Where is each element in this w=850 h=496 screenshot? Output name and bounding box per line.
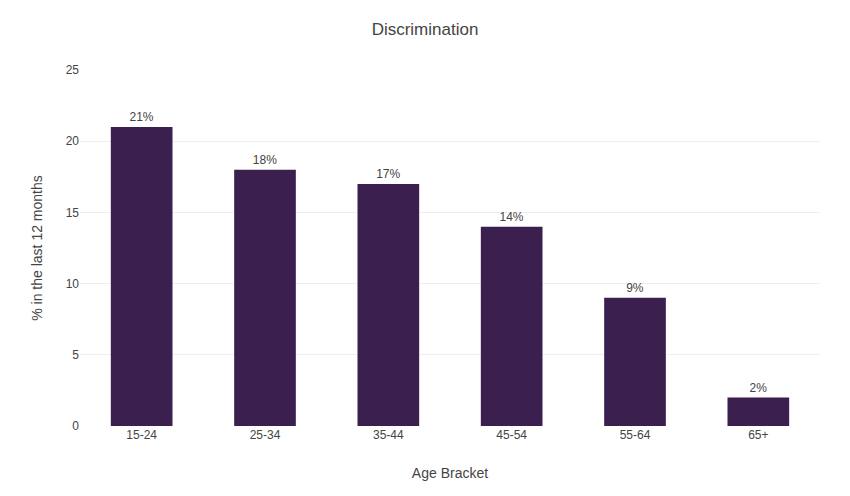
- svg-text:14%: 14%: [499, 210, 523, 224]
- svg-text:25-34: 25-34: [250, 428, 281, 442]
- svg-text:9%: 9%: [626, 281, 644, 295]
- svg-text:21%: 21%: [129, 110, 153, 124]
- svg-text:25: 25: [66, 63, 80, 77]
- svg-text:15-24: 15-24: [126, 428, 157, 442]
- svg-text:35-44: 35-44: [373, 428, 404, 442]
- svg-text:18%: 18%: [253, 153, 277, 167]
- svg-text:% in the last 12 months: % in the last 12 months: [29, 175, 45, 321]
- svg-text:15: 15: [66, 206, 80, 220]
- svg-text:55-64: 55-64: [620, 428, 651, 442]
- svg-text:10: 10: [66, 277, 80, 291]
- svg-text:65+: 65+: [748, 428, 768, 442]
- svg-text:0: 0: [72, 419, 79, 433]
- svg-text:17%: 17%: [376, 167, 400, 181]
- svg-text:20: 20: [66, 134, 80, 148]
- svg-text:2%: 2%: [749, 381, 767, 395]
- svg-text:5: 5: [72, 348, 79, 362]
- svg-text:45-54: 45-54: [496, 428, 527, 442]
- svg-text:Discrimination: Discrimination: [372, 20, 479, 39]
- svg-text:Age Bracket: Age Bracket: [412, 465, 488, 481]
